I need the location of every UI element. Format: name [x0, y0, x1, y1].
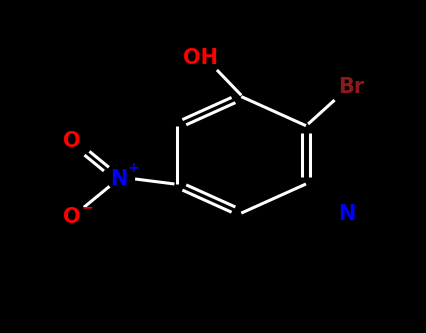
Text: O: O: [63, 131, 81, 151]
Text: N: N: [337, 204, 354, 224]
Text: OH: OH: [183, 48, 218, 68]
Text: +: +: [127, 161, 138, 175]
Text: −: −: [81, 200, 92, 214]
Text: N: N: [110, 169, 127, 189]
Text: O: O: [63, 207, 81, 227]
Text: Br: Br: [337, 77, 363, 98]
